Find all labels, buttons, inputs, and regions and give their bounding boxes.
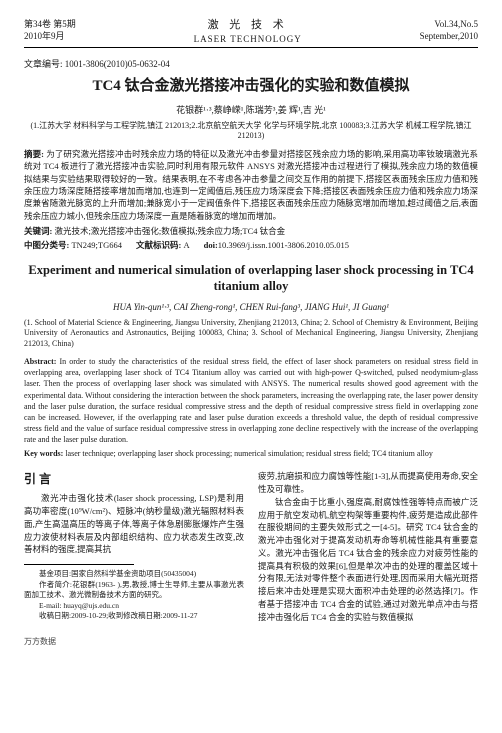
watermark: 万方数据: [24, 637, 478, 648]
date-cn: 2010年9月: [24, 30, 76, 42]
abstract-cn-label: 摘要:: [24, 149, 44, 159]
abstract-en: Abstract: In order to study the characte…: [24, 356, 478, 446]
title-en: Experiment and numerical simulation of o…: [24, 262, 478, 295]
keywords-cn: 关键词: 激光技术;激光搭接冲击强化;数值模拟;残余应力场;TC4 钛合金: [24, 226, 478, 237]
doi: doi:10.3969/j.issn.1001-3806.2010.05.015: [204, 240, 349, 251]
authors-cn: 花银群¹·³,蔡峥嵘¹,陈瑞芳³,姜 辉¹,吉 光¹: [24, 104, 478, 116]
abstract-en-label: Abstract:: [24, 357, 56, 366]
footnote-author-bio: 作者简介:花银群(1963- ),男,教授,博士生导师,主要从事激光表面加工技术…: [24, 580, 244, 601]
body-columns: 引 言 激光冲击强化技术(laser shock processing, LSP…: [24, 470, 478, 623]
clc: 中图分类号: TN249;TG664: [24, 240, 122, 251]
keywords-cn-label: 关键词:: [24, 226, 52, 236]
right-column: 疲劳,抗磨损和应力腐蚀等性能[1-3],从而提高使用寿命,安全性及可靠性。 钛合…: [258, 470, 478, 623]
intro-heading: 引 言: [24, 470, 244, 488]
header-right: Vol.34,No.5 September,2010: [420, 18, 478, 45]
keywords-en-text: laser technique; overlapping laser shock…: [65, 449, 433, 458]
header-left: 第34卷 第5期 2010年9月: [24, 18, 76, 45]
keywords-en-label: Key words:: [24, 449, 63, 458]
title-cn: TC4 钛合金激光搭接冲击强化的实验和数值模拟: [24, 76, 478, 96]
date-en: September,2010: [420, 30, 478, 42]
keywords-cn-text: 激光技术;激光搭接冲击强化;数值模拟;残余应力场;TC4 钛合金: [54, 226, 285, 236]
footnote-email: E-mail: huayq@ujs.edu.cn: [24, 601, 244, 612]
footnote-dates: 收稿日期:2009-10-29;收到修改稿日期:2009-11-27: [24, 611, 244, 622]
abstract-cn: 摘要: 为了研究激光搭接冲击时残余应力场的特征以及激光冲击参量对搭接区残余应力场…: [24, 148, 478, 222]
header-rule: [24, 47, 478, 48]
classification-row: 中图分类号: TN249;TG664 文献标识码: A doi:10.3969/…: [24, 240, 478, 251]
article-id: 文章编号: 1001-3806(2010)05-0632-04: [24, 58, 478, 70]
footnote-funding: 基金项目:国家自然科学基金资助项目(50435004): [24, 569, 244, 580]
intro-para-left: 激光冲击强化技术(laser shock processing, LSP)是利用…: [24, 492, 244, 556]
volume-issue-cn: 第34卷 第5期: [24, 18, 76, 30]
volume-issue-en: Vol.34,No.5: [420, 18, 478, 30]
left-column: 引 言 激光冲击强化技术(laser shock processing, LSP…: [24, 470, 244, 623]
abstract-en-text: In order to study the characteristics of…: [24, 357, 478, 444]
affiliations-cn: (1.江苏大学 材料科学与工程学院,镇江 212013;2.北京航空航天大学 化…: [24, 121, 478, 143]
journal-name-en: LASER TECHNOLOGY: [76, 33, 420, 45]
header-top-row: 第34卷 第5期 2010年9月 激 光 技 术 LASER TECHNOLOG…: [24, 18, 478, 45]
intro-para-right-2: 钛合金由于比重小,强度高,耐腐蚀性强等特点而被广泛应用于航空发动机,航空构架等重…: [258, 496, 478, 624]
journal-name-cn: 激 光 技 术: [76, 18, 420, 33]
intro-para-right-1: 疲劳,抗磨损和应力腐蚀等性能[1-3],从而提高使用寿命,安全性及可靠性。: [258, 470, 478, 496]
header-center: 激 光 技 术 LASER TECHNOLOGY: [76, 18, 420, 45]
authors-en: HUA Yin-qun¹·³, CAI Zheng-rong¹, CHEN Ru…: [24, 301, 478, 313]
article-id-label: 文章编号:: [24, 59, 63, 69]
footnote-rule: [24, 564, 134, 565]
article-id-value: 1001-3806(2010)05-0632-04: [65, 59, 170, 69]
abstract-cn-text: 为了研究激光搭接冲击时残余应力场的特征以及激光冲击参量对搭接区残余应力场的影响,…: [24, 149, 478, 221]
affiliations-en: (1. School of Material Science & Enginee…: [24, 318, 478, 350]
keywords-en: Key words: laser technique; overlapping …: [24, 449, 478, 460]
doc-code: 文献标识码: A: [136, 240, 190, 251]
